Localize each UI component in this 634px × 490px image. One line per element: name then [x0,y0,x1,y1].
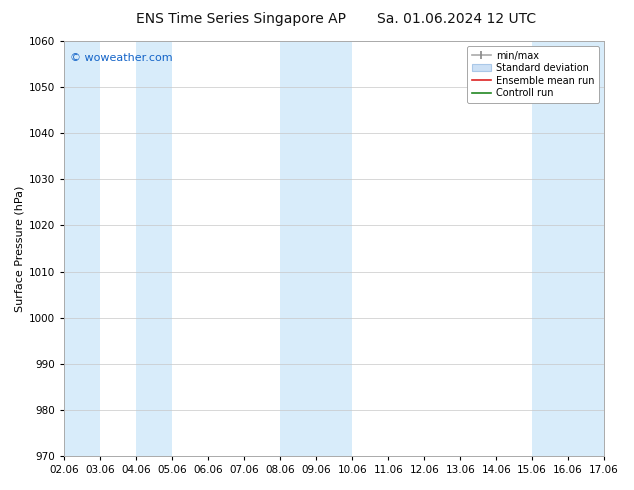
Bar [65,41,100,456]
Y-axis label: Surface Pressure (hPa): Surface Pressure (hPa) [15,185,25,312]
Bar [136,41,172,456]
Text: ENS Time Series Singapore AP: ENS Time Series Singapore AP [136,12,346,26]
Bar [532,41,604,456]
Text: © woweather.com: © woweather.com [70,53,172,64]
Legend: min/max, Standard deviation, Ensemble mean run, Controll run: min/max, Standard deviation, Ensemble me… [467,46,599,103]
Bar [280,41,353,456]
Text: Sa. 01.06.2024 12 UTC: Sa. 01.06.2024 12 UTC [377,12,536,26]
